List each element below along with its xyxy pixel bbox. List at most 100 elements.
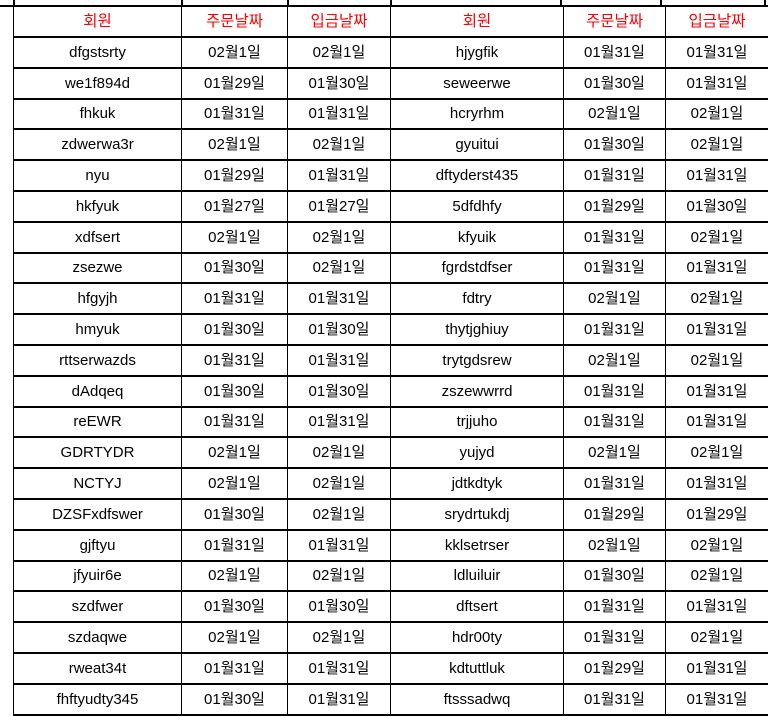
member-cell[interactable]: ldluiluir xyxy=(391,561,564,592)
deposit-date-cell[interactable]: 01월31일 xyxy=(288,684,391,715)
order-date-cell[interactable]: 01월31일 xyxy=(564,160,666,191)
deposit-date-cell[interactable]: 02월1일 xyxy=(666,345,768,376)
order-date-cell[interactable]: 01월31일 xyxy=(182,530,288,561)
order-date-cell[interactable]: 01월30일 xyxy=(182,591,288,622)
order-date-cell[interactable]: 02월1일 xyxy=(182,437,288,468)
order-date-cell[interactable]: 01월27일 xyxy=(182,191,288,222)
order-date-cell[interactable]: 02월1일 xyxy=(182,222,288,253)
order-date-cell[interactable]: 01월31일 xyxy=(182,283,288,314)
deposit-date-cell[interactable]: 01월31일 xyxy=(288,407,391,438)
header-order-date-right[interactable]: 주문날짜 xyxy=(564,6,666,37)
deposit-date-cell[interactable]: 01월30일 xyxy=(666,191,768,222)
deposit-date-cell[interactable]: 02월1일 xyxy=(666,530,768,561)
order-date-cell[interactable]: 02월1일 xyxy=(182,129,288,160)
member-cell[interactable]: dftyderst435 xyxy=(391,160,564,191)
member-cell[interactable]: 5dfdhfy xyxy=(391,191,564,222)
order-date-cell[interactable]: 01월31일 xyxy=(182,653,288,684)
member-cell[interactable]: dfgstsrty xyxy=(14,37,182,68)
deposit-date-cell[interactable]: 01월31일 xyxy=(666,468,768,499)
deposit-date-cell[interactable]: 01월31일 xyxy=(666,376,768,407)
order-date-cell[interactable]: 01월30일 xyxy=(564,129,666,160)
member-cell[interactable]: seweerwe xyxy=(391,68,564,99)
deposit-date-cell[interactable]: 02월1일 xyxy=(288,561,391,592)
member-cell[interactable]: trjjuho xyxy=(391,407,564,438)
deposit-date-cell[interactable]: 01월30일 xyxy=(288,314,391,345)
order-date-cell[interactable]: 01월31일 xyxy=(564,468,666,499)
deposit-date-cell[interactable]: 01월27일 xyxy=(288,191,391,222)
member-cell[interactable]: GDRTYDR xyxy=(14,437,182,468)
deposit-date-cell[interactable]: 01월31일 xyxy=(666,253,768,284)
member-cell[interactable]: gjftyu xyxy=(14,530,182,561)
order-date-cell[interactable]: 01월31일 xyxy=(564,222,666,253)
deposit-date-cell[interactable]: 02월1일 xyxy=(288,622,391,653)
order-date-cell[interactable]: 01월31일 xyxy=(564,622,666,653)
member-cell[interactable]: zsezwe xyxy=(14,253,182,284)
member-cell[interactable]: fhftyudty345 xyxy=(14,684,182,715)
deposit-date-cell[interactable]: 01월31일 xyxy=(288,283,391,314)
deposit-date-cell[interactable]: 01월31일 xyxy=(666,407,768,438)
member-cell[interactable]: fdtry xyxy=(391,283,564,314)
header-order-date-left[interactable]: 주문날짜 xyxy=(182,6,288,37)
order-date-cell[interactable]: 01월30일 xyxy=(564,68,666,99)
order-date-cell[interactable]: 02월1일 xyxy=(182,561,288,592)
deposit-date-cell[interactable]: 01월31일 xyxy=(666,37,768,68)
order-date-cell[interactable]: 01월30일 xyxy=(182,314,288,345)
deposit-date-cell[interactable]: 02월1일 xyxy=(288,222,391,253)
deposit-date-cell[interactable]: 01월29일 xyxy=(666,499,768,530)
header-member-right[interactable]: 회원 xyxy=(391,6,564,37)
deposit-date-cell[interactable]: 01월31일 xyxy=(666,591,768,622)
member-cell[interactable]: fgrdstdfser xyxy=(391,253,564,284)
order-date-cell[interactable]: 01월31일 xyxy=(564,376,666,407)
deposit-date-cell[interactable]: 02월1일 xyxy=(666,622,768,653)
order-date-cell[interactable]: 01월31일 xyxy=(182,345,288,376)
order-date-cell[interactable]: 01월31일 xyxy=(564,591,666,622)
deposit-date-cell[interactable]: 02월1일 xyxy=(666,99,768,130)
member-cell[interactable]: srydrtukdj xyxy=(391,499,564,530)
order-date-cell[interactable]: 01월30일 xyxy=(182,376,288,407)
member-cell[interactable]: rweat34t xyxy=(14,653,182,684)
member-cell[interactable]: DZSFxdfswer xyxy=(14,499,182,530)
member-cell[interactable]: xdfsert xyxy=(14,222,182,253)
deposit-date-cell[interactable]: 01월31일 xyxy=(666,684,768,715)
member-cell[interactable]: trytgdsrew xyxy=(391,345,564,376)
deposit-date-cell[interactable]: 01월31일 xyxy=(288,530,391,561)
deposit-date-cell[interactable]: 01월30일 xyxy=(288,68,391,99)
member-cell[interactable]: zszewwrrd xyxy=(391,376,564,407)
member-cell[interactable]: kklsetrser xyxy=(391,530,564,561)
order-date-cell[interactable]: 02월1일 xyxy=(182,37,288,68)
order-date-cell[interactable]: 01월30일 xyxy=(182,684,288,715)
member-cell[interactable]: jfyuir6e xyxy=(14,561,182,592)
header-member-left[interactable]: 회원 xyxy=(14,6,182,37)
deposit-date-cell[interactable]: 01월31일 xyxy=(666,653,768,684)
member-cell[interactable]: gyuitui xyxy=(391,129,564,160)
member-cell[interactable]: zdwerwa3r xyxy=(14,129,182,160)
deposit-date-cell[interactable]: 01월31일 xyxy=(666,68,768,99)
order-date-cell[interactable]: 02월1일 xyxy=(182,468,288,499)
order-date-cell[interactable]: 01월31일 xyxy=(564,37,666,68)
deposit-date-cell[interactable]: 01월31일 xyxy=(288,99,391,130)
order-date-cell[interactable]: 01월29일 xyxy=(564,653,666,684)
order-date-cell[interactable]: 02월1일 xyxy=(564,99,666,130)
order-date-cell[interactable]: 01월30일 xyxy=(182,499,288,530)
order-date-cell[interactable]: 01월31일 xyxy=(564,253,666,284)
order-date-cell[interactable]: 02월1일 xyxy=(564,530,666,561)
deposit-date-cell[interactable]: 02월1일 xyxy=(666,561,768,592)
member-cell[interactable]: rttserwazds xyxy=(14,345,182,376)
order-date-cell[interactable]: 01월31일 xyxy=(564,314,666,345)
deposit-date-cell[interactable]: 02월1일 xyxy=(288,437,391,468)
deposit-date-cell[interactable]: 01월31일 xyxy=(288,345,391,376)
member-cell[interactable]: ftsssadwq xyxy=(391,684,564,715)
order-date-cell[interactable]: 01월30일 xyxy=(564,561,666,592)
deposit-date-cell[interactable]: 02월1일 xyxy=(288,129,391,160)
member-cell[interactable]: szdaqwe xyxy=(14,622,182,653)
order-date-cell[interactable]: 02월1일 xyxy=(564,283,666,314)
member-cell[interactable]: dftsert xyxy=(391,591,564,622)
deposit-date-cell[interactable]: 02월1일 xyxy=(288,253,391,284)
member-cell[interactable]: hdr00ty xyxy=(391,622,564,653)
deposit-date-cell[interactable]: 01월30일 xyxy=(288,591,391,622)
deposit-date-cell[interactable]: 01월31일 xyxy=(666,160,768,191)
deposit-date-cell[interactable]: 01월31일 xyxy=(666,314,768,345)
header-deposit-date-left[interactable]: 입금날짜 xyxy=(288,6,391,37)
member-cell[interactable]: hkfyuk xyxy=(14,191,182,222)
member-cell[interactable]: nyu xyxy=(14,160,182,191)
